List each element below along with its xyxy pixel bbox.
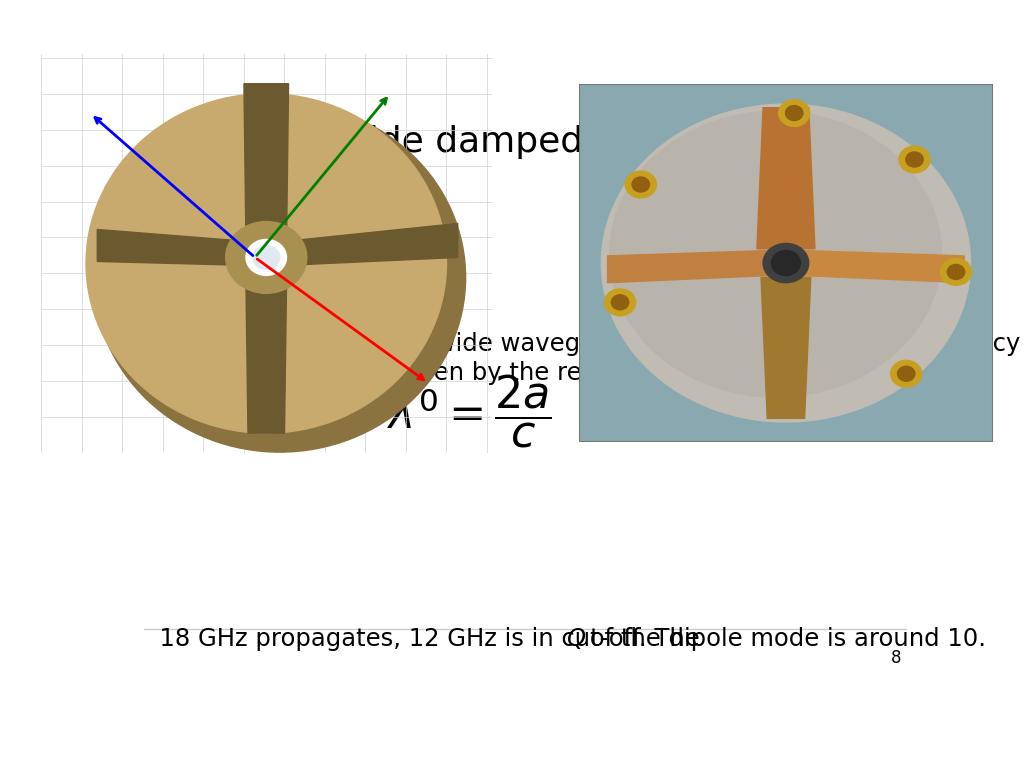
Text: 1,0: 1,0 xyxy=(257,369,284,387)
Polygon shape xyxy=(246,283,287,433)
Polygon shape xyxy=(285,223,458,266)
Circle shape xyxy=(947,264,965,280)
Circle shape xyxy=(763,243,809,283)
Circle shape xyxy=(611,295,629,310)
Text: 8: 8 xyxy=(891,649,902,667)
Text: Q: Q xyxy=(567,627,586,651)
Circle shape xyxy=(771,250,801,276)
Polygon shape xyxy=(803,250,965,283)
Circle shape xyxy=(253,246,280,270)
Text: for the TE: for the TE xyxy=(160,361,279,386)
Circle shape xyxy=(246,240,287,276)
Circle shape xyxy=(891,360,922,387)
Ellipse shape xyxy=(86,94,446,433)
Polygon shape xyxy=(97,230,248,266)
Circle shape xyxy=(626,171,656,198)
Text: $\lambda^0 = \dfrac{2a}{c}$: $\lambda^0 = \dfrac{2a}{c}$ xyxy=(387,372,552,451)
Text: which is given by the relation:: which is given by the relation: xyxy=(285,361,658,386)
Circle shape xyxy=(899,146,930,173)
Circle shape xyxy=(778,100,810,127)
Circle shape xyxy=(785,105,803,121)
Circle shape xyxy=(604,289,636,316)
Polygon shape xyxy=(244,84,289,243)
Ellipse shape xyxy=(94,103,466,452)
Text: Waveguide damped cell topology: Waveguide damped cell topology xyxy=(224,124,825,159)
Text: 18 GHz propagates, 12 GHz is in cut-off. The: 18 GHz propagates, 12 GHz is in cut-off.… xyxy=(143,627,708,651)
Polygon shape xyxy=(757,108,815,249)
Text: of the dipole mode is around 10.: of the dipole mode is around 10. xyxy=(582,627,986,651)
Circle shape xyxy=(940,259,972,286)
Text: The cells have 11 mm wide waveguides.  This gives a cutoff frequency of 13.6 GHz: The cells have 11 mm wide waveguides. Th… xyxy=(160,332,1024,356)
Ellipse shape xyxy=(601,104,971,422)
Polygon shape xyxy=(761,277,811,419)
Circle shape xyxy=(897,366,914,381)
Polygon shape xyxy=(607,250,769,283)
Circle shape xyxy=(906,152,924,167)
Ellipse shape xyxy=(609,111,941,397)
Circle shape xyxy=(225,221,307,293)
Circle shape xyxy=(632,177,649,192)
